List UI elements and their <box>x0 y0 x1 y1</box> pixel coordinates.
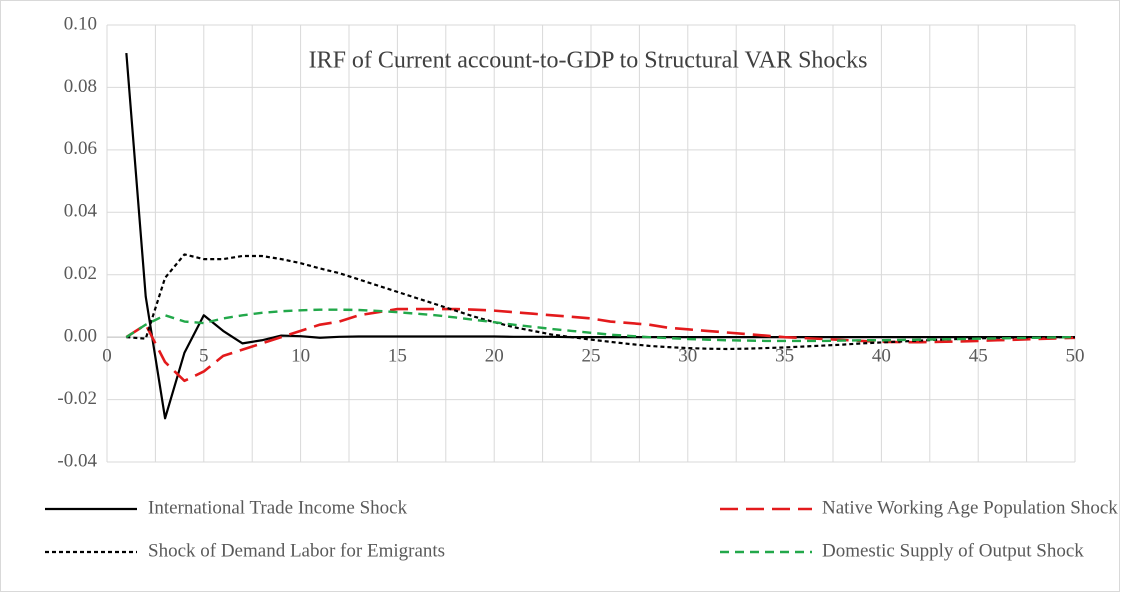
x-tick-label: 45 <box>969 346 988 367</box>
x-tick-label: 25 <box>582 346 601 367</box>
series-line <box>126 253 1075 351</box>
x-tick-label: 0 <box>102 346 112 367</box>
series-line <box>125 53 1075 420</box>
legend-label: Native Working Age Population Shock <box>822 497 1118 518</box>
y-tick-label: 0.02 <box>64 263 97 284</box>
legend-label: International Trade Income Shock <box>148 497 408 518</box>
y-tick-label: 0.00 <box>64 326 97 347</box>
x-tick-label: 5 <box>199 346 209 367</box>
y-tick-label: 0.06 <box>64 138 97 159</box>
y-tick-label: 0.04 <box>64 201 98 222</box>
y-tick-label: 0.10 <box>64 13 97 34</box>
legend-label: Shock of Demand Labor for Emigrants <box>148 540 445 561</box>
series-line <box>125 308 1076 343</box>
x-tick-label: 20 <box>485 346 504 367</box>
y-tick-label: 0.08 <box>64 76 97 97</box>
legend-label: Domestic Supply of Output Shock <box>822 540 1084 561</box>
series-line <box>125 307 1076 383</box>
y-tick-label: -0.04 <box>57 450 97 471</box>
x-tick-label: 50 <box>1066 346 1085 367</box>
x-tick-label: 40 <box>872 346 891 367</box>
x-tick-label: 35 <box>775 346 794 367</box>
x-tick-label: 10 <box>291 346 310 367</box>
x-tick-label: 15 <box>388 346 407 367</box>
x-tick-label: 30 <box>678 346 697 367</box>
y-tick-label: -0.02 <box>57 388 97 409</box>
chart-title: IRF of Current account-to-GDP to Structu… <box>309 48 868 74</box>
